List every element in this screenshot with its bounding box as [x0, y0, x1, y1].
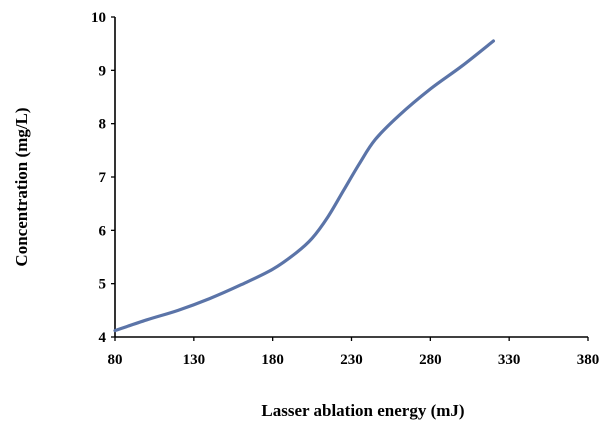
y-tick-label: 10	[91, 10, 106, 26]
x-tick-label: 80	[108, 352, 123, 368]
x-axis-title: Lasser ablation energy (mJ)	[261, 401, 464, 420]
y-tick-label: 7	[99, 170, 107, 186]
y-tick-label: 6	[99, 223, 107, 239]
x-tick-label: 330	[498, 352, 521, 368]
x-tick-label: 380	[577, 352, 600, 368]
y-ticks: 4 5 6 7 8 9 10	[91, 10, 115, 346]
series-line-0	[113, 39, 495, 333]
y-axis-title: Concentration (mg/L)	[12, 107, 31, 266]
y-tick-label: 9	[99, 63, 107, 79]
y-tick-label: 8	[99, 117, 107, 133]
y-tick-label: 4	[99, 330, 107, 346]
x-tick-label: 130	[183, 352, 206, 368]
x-tick-label: 180	[261, 352, 284, 368]
y-tick-label: 5	[99, 277, 107, 293]
x-ticks: 80 130 180 230 280 330 380	[108, 337, 600, 368]
series-layer	[113, 39, 495, 333]
x-tick-label: 230	[340, 352, 363, 368]
x-tick-label: 280	[419, 352, 442, 368]
